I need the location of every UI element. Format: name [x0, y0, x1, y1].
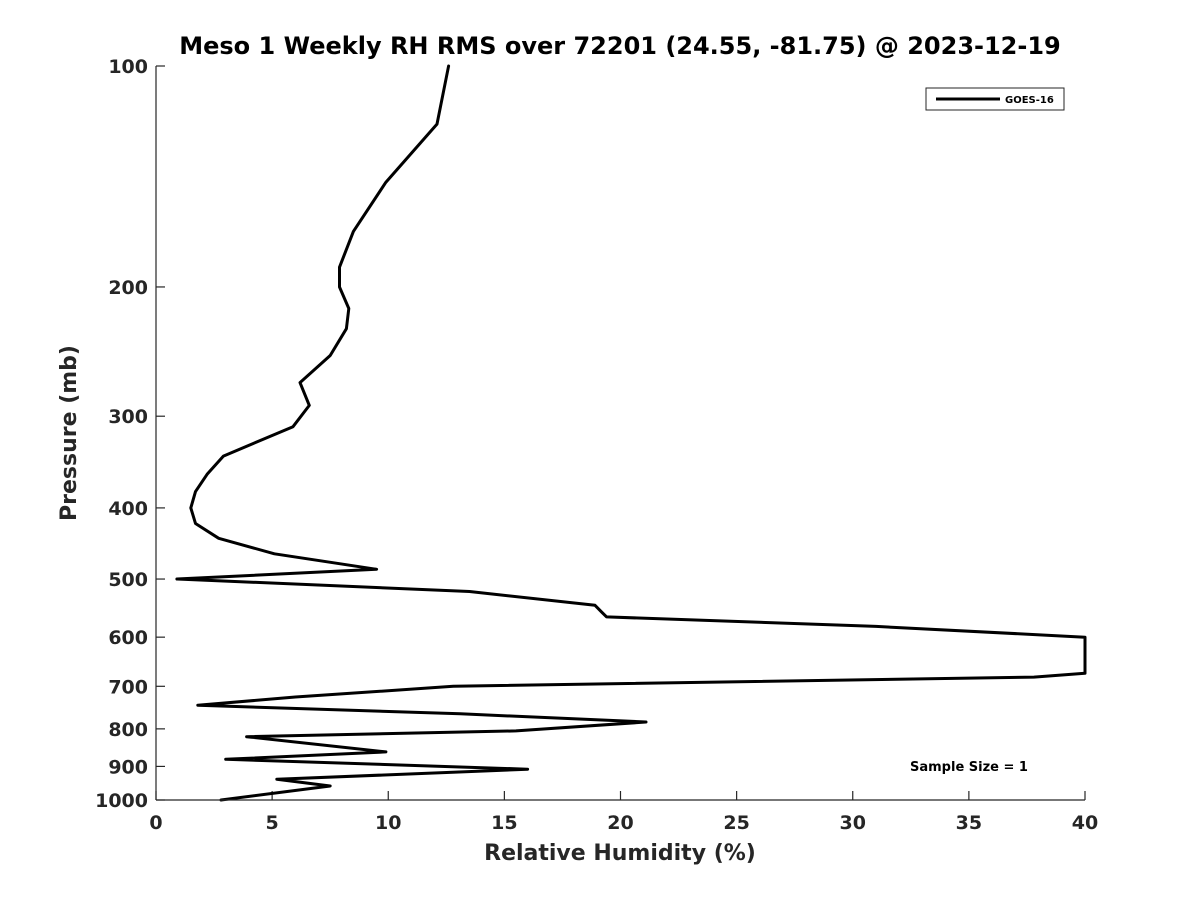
- x-axis-ticks: 0 5 10 15 20 25 30 35 40: [149, 791, 1098, 834]
- x-tick-label: 10: [375, 812, 401, 834]
- x-tick-label: 0: [149, 812, 162, 834]
- x-tick-label: 20: [607, 812, 633, 834]
- y-tick-label: 100: [108, 56, 148, 78]
- x-tick-label: 5: [266, 812, 279, 834]
- y-axis-ticks: 100 200 300 400 500 600 700 800 900 1000: [95, 56, 165, 812]
- y-axis-label: Pressure (mb): [57, 345, 82, 521]
- y-tick-label: 1000: [95, 790, 148, 812]
- series-layer: [175, 64, 1087, 802]
- legend-entry-goes-16: GOES-16: [1005, 95, 1054, 106]
- chart-title: Meso 1 Weekly RH RMS over 72201 (24.55, …: [179, 32, 1061, 60]
- x-tick-label: 35: [956, 812, 982, 834]
- y-tick-label: 600: [108, 627, 148, 649]
- x-tick-label: 30: [840, 812, 866, 834]
- x-tick-label: 25: [723, 812, 749, 834]
- y-tick-label: 800: [108, 719, 148, 741]
- y-tick-label: 200: [108, 277, 148, 299]
- y-tick-label: 500: [108, 569, 148, 591]
- x-axis-label: Relative Humidity (%): [484, 841, 756, 866]
- y-tick-label: 900: [108, 756, 148, 778]
- y-tick-label: 300: [108, 406, 148, 428]
- legend: GOES-16: [925, 87, 1065, 111]
- y-tick-label: 700: [108, 676, 148, 698]
- x-tick-label: 15: [491, 812, 517, 834]
- x-tick-label: 40: [1072, 812, 1098, 834]
- y-tick-label: 400: [108, 498, 148, 520]
- sample-size-annotation: Sample Size = 1: [910, 760, 1028, 775]
- series-line-goes-16: [175, 64, 1087, 802]
